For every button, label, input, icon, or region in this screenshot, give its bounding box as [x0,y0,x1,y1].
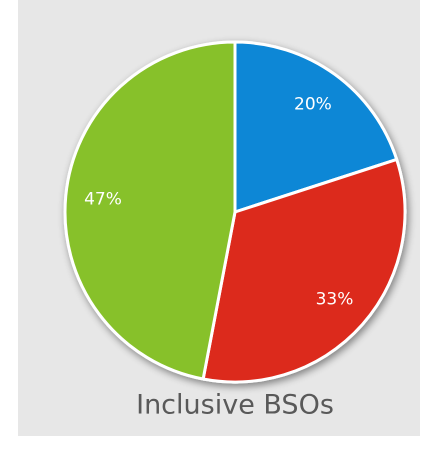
pie-slice [233,40,399,215]
pie-slice [63,40,237,381]
pie [63,40,407,384]
pie-slice [201,157,407,384]
data-label: 47% [84,190,122,210]
chart-title: Inclusive BSOs [136,390,334,421]
data-label: 33% [316,290,354,310]
data-label: 20% [294,95,332,115]
